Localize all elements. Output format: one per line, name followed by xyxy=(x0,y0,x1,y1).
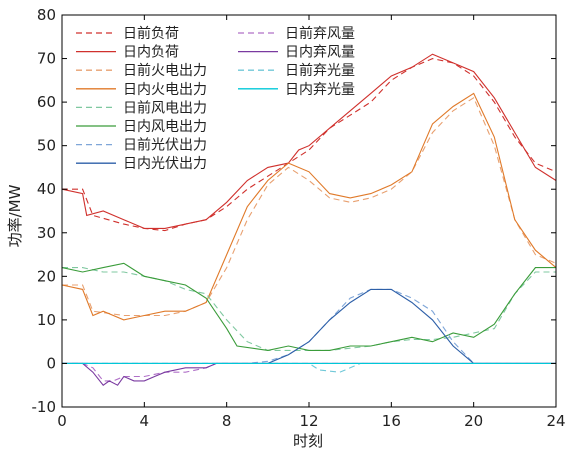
y-tick-label: 10 xyxy=(37,311,56,329)
y-tick-label: 0 xyxy=(46,354,56,372)
series-line-8 xyxy=(62,288,556,364)
legend-label: 日前光伏出力 xyxy=(123,137,207,154)
legend-label: 日内弃光量 xyxy=(285,82,355,98)
series-line-6 xyxy=(61,262,556,351)
legend-label: 日前弃光量 xyxy=(285,62,355,79)
legend-label: 日前风电出力 xyxy=(123,99,207,116)
x-tick-label: 24 xyxy=(546,412,565,430)
y-tick-label: 60 xyxy=(37,93,56,111)
y-tick-label: 40 xyxy=(37,180,56,198)
series-line-4 xyxy=(61,92,557,321)
legend-label: 日内风电出力 xyxy=(123,119,207,135)
y-tick-label: 50 xyxy=(37,137,56,155)
legend-label: 日前弃风量 xyxy=(285,25,355,42)
y-tick-label: 20 xyxy=(37,267,56,285)
series-line-10 xyxy=(62,362,556,386)
y-tick-label: 80 xyxy=(37,6,56,24)
y-axis-label: 功率/MW xyxy=(6,184,24,247)
series-line-2 xyxy=(61,53,557,229)
legend-label: 日内光伏出力 xyxy=(123,156,207,172)
x-tick-label: 12 xyxy=(299,412,318,430)
x-tick-label: 16 xyxy=(382,412,401,430)
x-tick-label: 4 xyxy=(140,412,150,430)
series-line-7 xyxy=(62,288,556,364)
x-axis-label: 时刻 xyxy=(293,432,323,450)
legend-label: 日内火电出力 xyxy=(123,82,207,98)
y-tick-label: 70 xyxy=(37,50,56,68)
x-tick-label: 20 xyxy=(464,412,483,430)
y-tick-label: 30 xyxy=(37,224,56,242)
legend: 日前负荷日内负荷日前火电出力日内火电出力日前风电出力日内风电出力日前光伏出力日内… xyxy=(76,25,355,172)
legend-label: 日内负荷 xyxy=(123,45,179,61)
series-layer xyxy=(61,53,557,386)
legend-label: 日前负荷 xyxy=(123,25,179,42)
legend-label: 日内弃风量 xyxy=(285,45,355,61)
x-tick-label: 0 xyxy=(57,412,67,430)
y-tick-label: -10 xyxy=(32,398,57,416)
legend-label: 日前火电出力 xyxy=(123,62,207,79)
x-tick-label: 8 xyxy=(222,412,232,430)
